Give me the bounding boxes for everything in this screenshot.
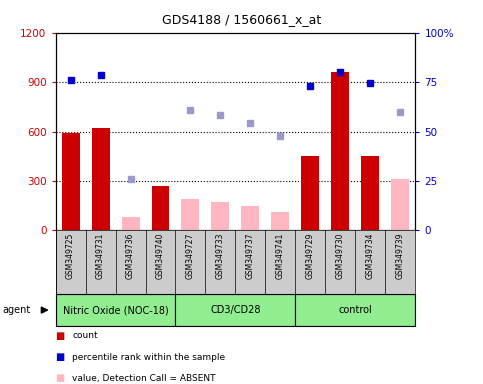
Bar: [61, 133, 80, 230]
Text: GSM349737: GSM349737: [246, 233, 255, 280]
Bar: [212, 202, 229, 230]
Bar: [122, 217, 140, 230]
Text: GSM349729: GSM349729: [306, 233, 315, 279]
Text: GSM349733: GSM349733: [216, 233, 225, 280]
Text: GSM349727: GSM349727: [186, 233, 195, 279]
Bar: [361, 156, 379, 230]
Text: control: control: [339, 305, 372, 315]
Bar: [152, 186, 170, 230]
Text: ■: ■: [56, 331, 65, 341]
Bar: [175, 294, 296, 326]
Text: GSM349725: GSM349725: [66, 233, 75, 279]
Text: GSM349740: GSM349740: [156, 233, 165, 280]
Text: GSM349736: GSM349736: [126, 233, 135, 280]
Bar: [242, 206, 259, 230]
Bar: [92, 128, 110, 230]
Text: GSM349731: GSM349731: [96, 233, 105, 279]
Text: GDS4188 / 1560661_x_at: GDS4188 / 1560661_x_at: [162, 13, 321, 26]
Bar: [296, 294, 415, 326]
Text: CD3/CD28: CD3/CD28: [210, 305, 261, 315]
Text: GSM349734: GSM349734: [366, 233, 375, 280]
Text: Nitric Oxide (NOC-18): Nitric Oxide (NOC-18): [63, 305, 169, 315]
Bar: [331, 72, 349, 230]
Bar: [301, 156, 319, 230]
Text: GSM349741: GSM349741: [276, 233, 285, 279]
Text: ■: ■: [56, 373, 65, 383]
Text: agent: agent: [2, 305, 30, 315]
Text: GSM349739: GSM349739: [396, 233, 405, 280]
Text: percentile rank within the sample: percentile rank within the sample: [72, 353, 226, 362]
Text: GSM349730: GSM349730: [336, 233, 345, 280]
Bar: [391, 179, 410, 230]
Text: count: count: [72, 331, 98, 341]
Bar: [271, 212, 289, 230]
Text: ■: ■: [56, 352, 65, 362]
Text: value, Detection Call = ABSENT: value, Detection Call = ABSENT: [72, 374, 216, 383]
Bar: [56, 294, 175, 326]
Bar: [182, 199, 199, 230]
